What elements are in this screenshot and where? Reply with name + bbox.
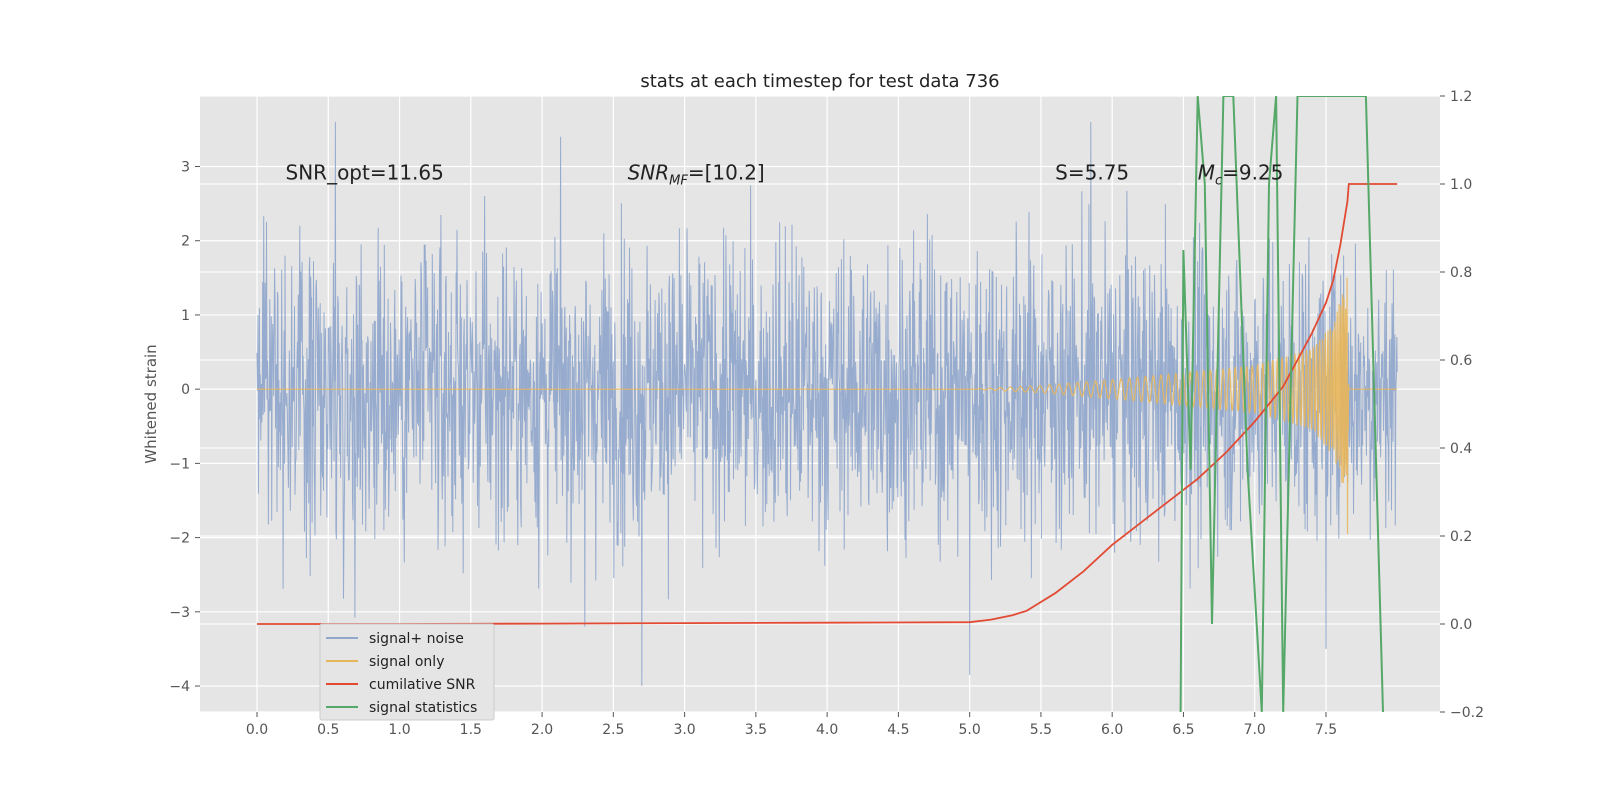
y-tick-label: 2 [181,234,190,250]
annotation-s: S=5.75 [1055,160,1129,184]
annotation-layer: SNR_opt=11.65 SNRMF=[10.2] S=5.75 Mc=9.25 [286,160,1284,188]
series-signal-statistics-line [1179,96,1384,712]
y2-tick-label: 0.2 [1450,529,1472,545]
annotation-subscript: MF [669,173,688,188]
y2-tick-label: 1.0 [1450,177,1472,193]
legend-label: cumilative SNR [369,677,476,693]
y-tick-label: −1 [169,456,190,472]
y-tick-label: 1 [181,308,190,324]
x-tick-label: 1.5 [460,722,482,738]
x-tick-label: 3.0 [673,722,695,738]
x-tick-label: 0.5 [317,722,339,738]
annotation-value: =[10.2] [688,160,765,184]
y-tick-label: 0 [181,382,190,398]
y2-tick-label: −0.2 [1450,705,1484,721]
y-tick-label: −3 [169,605,190,621]
series-cumilative-snr-line [257,183,1398,625]
x-tick-label: 4.5 [887,722,909,738]
legend: signal+ noise signal only cumilative SNR… [319,623,495,721]
annotation-snr_opt: SNR_opt=11.65 [286,160,444,184]
x-tick-label: 0.0 [246,722,268,738]
y2-tick-label: 1.2 [1450,89,1472,105]
legend-box [319,623,495,721]
annotation-base: SNR [628,160,670,184]
legend-label: signal+ noise [369,631,464,647]
y-tick-label: −4 [169,679,190,695]
legend-entry-signal-only: signal only [326,654,444,670]
chart-title: stats at each timestep for test data 736 [640,71,999,92]
x-tick-label: 5.5 [1030,722,1052,738]
y-tick-label: 3 [181,160,190,176]
y2-tick-label: 0.4 [1450,441,1472,457]
y2-tick-label: 0.8 [1450,265,1472,281]
x-tick-label: 6.0 [1101,722,1123,738]
y2-tick-label: 0.0 [1450,617,1472,633]
annotation-mc: Mc=9.25 [1198,160,1284,188]
y-tick-label: −2 [169,531,190,547]
legend-entry-signal-noise: signal+ noise [326,631,464,647]
x-tick-label: 1.0 [388,722,410,738]
series-signal-only-line [257,277,1398,534]
legend-entry-cumilative-snr: cumilative SNR [326,677,476,693]
annotation-snr_mf: SNRMF=[10.2] [628,160,765,188]
axis-layer: 0.0 0.5 1.0 1.5 2.0 2.5 3.0 3.5 4.0 4.5 5.0 5.5 6.0 6… [169,89,1484,738]
y-axis-label: Whitened strain [142,344,160,463]
x-tick-label: 2.0 [531,722,553,738]
legend-label: signal statistics [369,700,477,716]
y2-tick-label: 0.6 [1450,353,1472,369]
annotation-base: M [1198,160,1215,184]
series-signal-noise-line [256,121,1398,687]
x-tick-label: 2.5 [602,722,624,738]
x-tick-label: 4.0 [816,722,838,738]
series-layer [256,96,1398,712]
x-tick-label: 7.5 [1315,722,1337,738]
annotation-value: =9.25 [1222,160,1283,184]
legend-label: signal only [369,654,444,670]
x-tick-label: 6.5 [1172,722,1194,738]
x-tick-label: 3.5 [745,722,767,738]
x-tick-label: 7.0 [1244,722,1266,738]
annotation-subscript: c [1215,173,1222,188]
x-tick-label: 5.0 [959,722,981,738]
legend-entry-signal-statistics: signal statistics [326,700,477,716]
